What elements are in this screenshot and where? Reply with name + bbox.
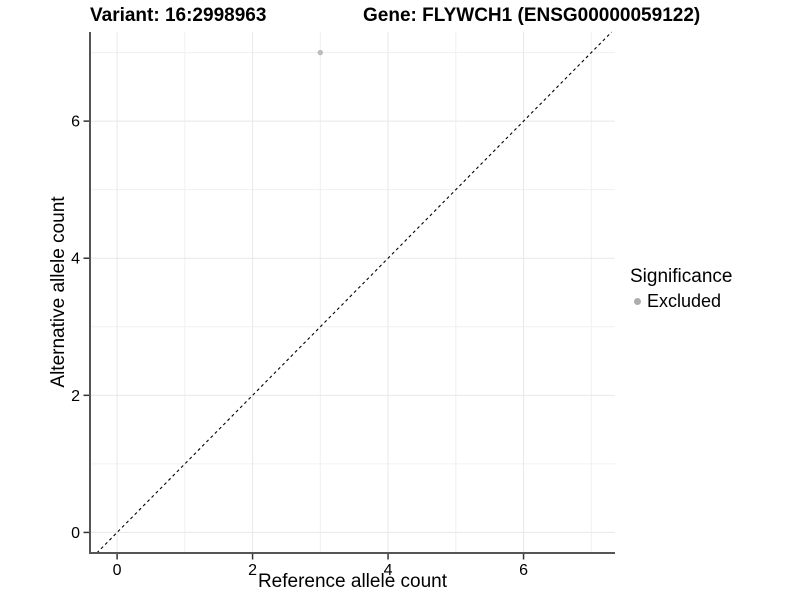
x-tick-label: 6	[519, 562, 528, 579]
identity-line	[96, 31, 613, 554]
x-tick-label: 2	[248, 562, 257, 579]
legend-item-excluded: Excluded	[630, 291, 732, 312]
y-tick-label: 4	[71, 251, 80, 268]
y-axis-title: Alternative allele count	[48, 196, 69, 388]
x-tick-label: 0	[113, 562, 122, 579]
variant-title: Variant: 16:2998963	[90, 5, 267, 26]
legend: Significance Excluded	[630, 266, 732, 312]
excluded-point-icon	[634, 298, 641, 305]
data-point	[317, 49, 324, 56]
x-axis-title: Reference allele count	[257, 571, 448, 592]
x-tick-label: 4	[384, 562, 393, 579]
y-tick-label: 6	[71, 114, 80, 131]
y-tick-label: 0	[71, 525, 80, 542]
y-tick-label: 2	[71, 388, 80, 405]
legend-title: Significance	[630, 266, 733, 287]
legend-item-label: Excluded	[647, 291, 722, 311]
gene-title: Gene: FLYWCH1 (ENSG00000059122)	[363, 5, 701, 26]
